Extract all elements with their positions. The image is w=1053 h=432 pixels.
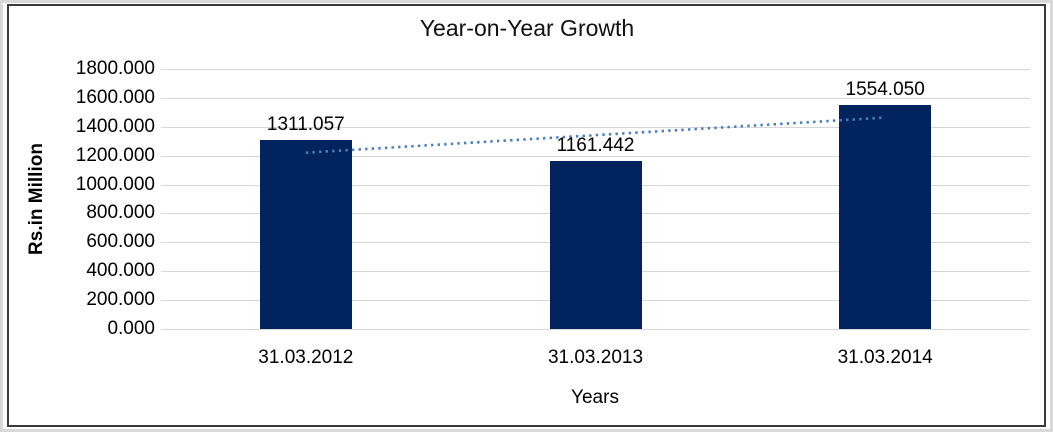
bar <box>839 104 932 329</box>
bar-value-label: 1554.050 <box>845 78 925 100</box>
y-axis-tick-label: 800.000 <box>86 202 155 224</box>
y-axis-tick-label: 600.000 <box>86 231 155 253</box>
y-axis-tick-label: 1400.000 <box>75 115 155 137</box>
y-gridline <box>161 97 1030 99</box>
x-axis-category-label: 31.03.2014 <box>837 347 933 368</box>
bar <box>259 139 352 329</box>
y-gridline <box>161 69 1030 70</box>
y-axis-tick-label: 0.000 <box>107 318 155 339</box>
y-axis-tick-label: 400.000 <box>86 260 155 282</box>
y-gridline <box>161 329 1030 330</box>
bar-value-label: 1311.057 <box>266 113 345 135</box>
y-axis-tick-label: 1000.000 <box>75 173 155 195</box>
y-axis-tick-label: 1800.000 <box>75 58 155 79</box>
x-axis-category-label: 31.03.2012 <box>258 347 354 368</box>
x-axis-category-label: 31.03.2013 <box>547 347 644 368</box>
x-axis-title: Years <box>571 387 619 408</box>
chart-title: Year-on-Year Growth <box>419 15 635 41</box>
y-axis-tick-label: 1600.000 <box>75 86 155 108</box>
y-axis-tick-label: 1200.000 <box>75 144 155 166</box>
bar-value-label: 1161.442 <box>556 135 635 157</box>
y-gridline <box>161 126 1030 128</box>
y-axis-tick-label: 200.000 <box>86 289 155 311</box>
bar <box>549 161 642 329</box>
y-gridline <box>161 155 1030 157</box>
